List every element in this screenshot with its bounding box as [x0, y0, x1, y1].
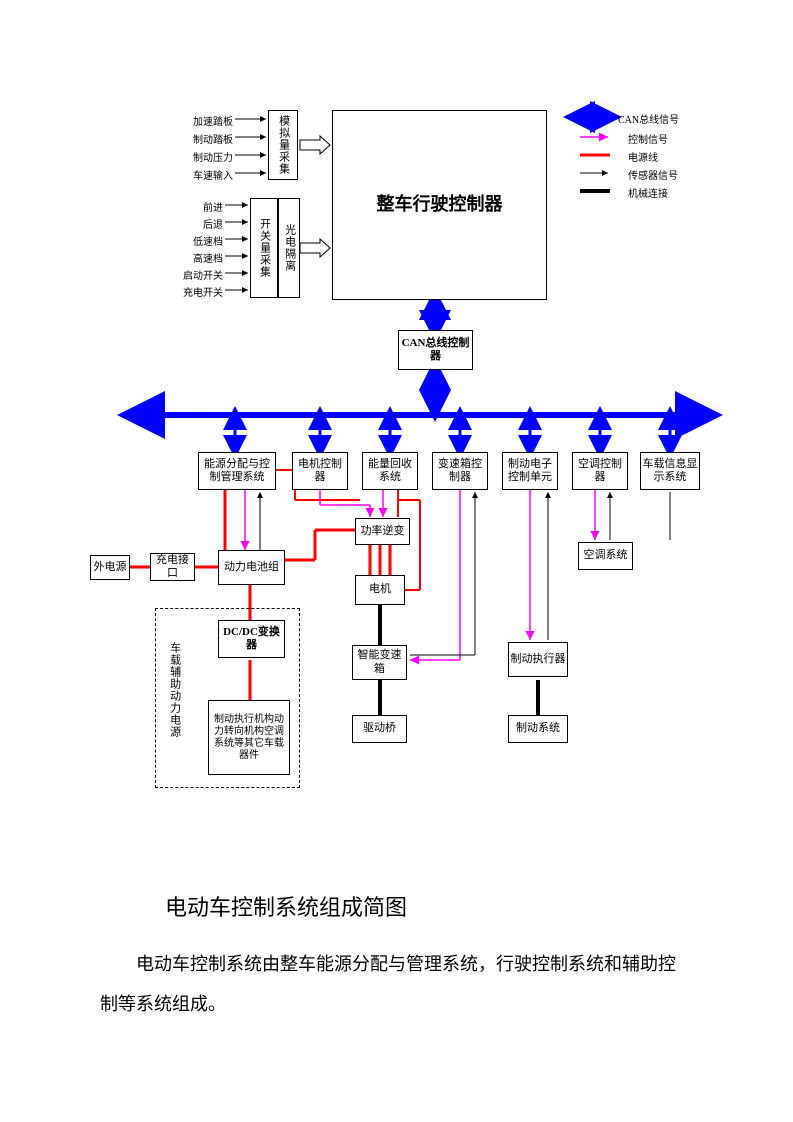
- aux-power-label: 车载辅助动力电源: [163, 625, 185, 755]
- box-can-controller: CAN总线控制器: [398, 330, 473, 370]
- box-battery: 动力电池组: [218, 550, 285, 585]
- box-ac-sys: 空调系统: [578, 542, 633, 570]
- legend-can: CAN总线信号: [618, 111, 679, 126]
- legend-power: 电源线: [628, 149, 658, 164]
- legend-mech: 机械连接: [628, 185, 668, 200]
- box-analog-collect: 模拟量采集: [268, 110, 298, 180]
- box-motor-ctrl: 电机控制器: [292, 452, 348, 490]
- box-gearbox-ctrl: 变速箱控制器: [432, 452, 488, 490]
- signal-speed: 车速输入: [185, 167, 233, 182]
- signal-reverse: 后退: [188, 216, 223, 231]
- box-motor: 电机: [355, 575, 405, 605]
- box-info-disp: 车载信息显示系统: [640, 452, 700, 490]
- diagram-title: 电动车控制系统组成简图: [165, 890, 407, 922]
- legend-control: 控制信号: [628, 131, 668, 146]
- signal-start: 启动开关: [178, 267, 223, 282]
- box-main-controller: 整车行驶控制器: [332, 110, 547, 300]
- box-smart-gear: 智能变速箱: [352, 645, 407, 680]
- body-paragraph: 电动车控制系统由整车能源分配与管理系统，行驶控制系统和辅助控制等系统组成。: [100, 945, 690, 1024]
- box-brake-actuator: 制动执行器: [508, 642, 568, 677]
- box-brake-ecu: 制动电子控制单元: [502, 452, 558, 490]
- box-drive-axle: 驱动桥: [352, 715, 407, 743]
- box-switch-collect: 开关量采集: [250, 198, 278, 298]
- box-aux-components: 制动执行机构动力转向机构空调系统等其它车载器件: [208, 700, 290, 775]
- box-energy-recov: 能量回收系统: [362, 452, 418, 490]
- diagram-container: 加速踏板 制动踏板 制动压力 车速输入 前进 后退 低速档 高速档 启动开关 充…: [0, 0, 793, 880]
- signal-lowgear: 低速档: [188, 233, 223, 248]
- box-charge-port: 充电接口: [150, 553, 195, 581]
- signal-brake-pressure: 制动压力: [185, 149, 233, 164]
- box-ext-power: 外电源: [90, 555, 130, 580]
- box-opto: 光电隔离: [278, 198, 300, 298]
- box-energy-mgmt: 能源分配与控制管理系统: [198, 452, 276, 490]
- box-brake-sys: 制动系统: [508, 715, 568, 743]
- signal-highgear: 高速档: [188, 250, 223, 265]
- box-inverter: 功率逆变: [355, 518, 410, 545]
- signal-charge: 充电开关: [178, 284, 223, 299]
- signal-accel: 加速踏板: [185, 113, 233, 128]
- signal-forward: 前进: [188, 199, 223, 214]
- box-ac-ctrl: 空调控制器: [572, 452, 628, 490]
- signal-brake-pedal: 制动踏板: [185, 131, 233, 146]
- legend-sensor: 传感器信号: [628, 167, 678, 182]
